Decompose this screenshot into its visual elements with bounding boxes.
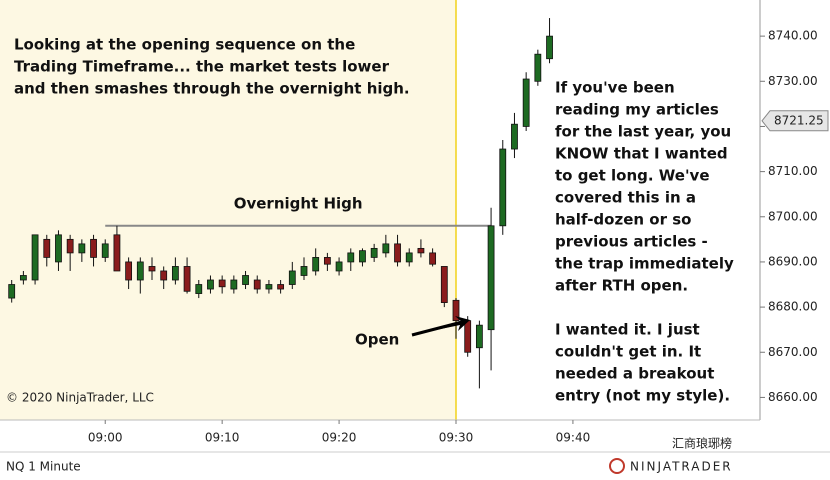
candle-body [417, 247, 425, 254]
candle-body [323, 257, 331, 265]
candle-body [452, 299, 460, 322]
y-tick-label: 8740.00 [768, 29, 818, 43]
candle-body [148, 266, 156, 272]
candle-body [394, 243, 401, 263]
last-price-label: 8721.25 [774, 113, 824, 127]
candle-body [218, 279, 226, 288]
copyright: © 2020 NinjaTrader, LLC [6, 391, 154, 405]
candle-body [359, 250, 366, 263]
annotation-line: after RTH open. [555, 277, 688, 295]
annotation-line: Trading Timeframe... the market tests lo… [14, 58, 390, 76]
annotation-line: covered this in a [555, 189, 696, 207]
y-tick-label: 8660.00 [768, 390, 818, 404]
x-tick-label: 09:40 [556, 431, 591, 445]
instrument: NQ 1 Minute [6, 460, 81, 474]
candle-body [90, 238, 97, 258]
candle-body [253, 279, 261, 290]
candle-body [300, 266, 308, 276]
annotation-line: If you've been [555, 79, 675, 97]
candle-body [242, 275, 249, 285]
candle-body [534, 53, 542, 82]
candle-body [429, 252, 437, 265]
y-tick-label: 8730.00 [768, 74, 818, 88]
candle-body [382, 243, 390, 254]
annotation-line: half-dozen or so [555, 211, 691, 229]
logo: NINJATRADER [630, 460, 733, 474]
candle-body [265, 284, 273, 290]
annotation-line: couldn't get in. It [555, 343, 701, 361]
session-layer [0, 0, 457, 420]
pre-session-area [0, 0, 456, 420]
candle-body [207, 279, 214, 290]
logo-icon [609, 458, 625, 474]
candle-body [55, 234, 62, 263]
candle-body [440, 266, 448, 303]
x-tick-label: 09:20 [322, 431, 357, 445]
annotations: Overnight High Looking at the opening seq… [14, 36, 734, 405]
y-tick-label: 8680.00 [768, 300, 818, 314]
candle-body [511, 123, 518, 150]
candle-body [288, 270, 296, 285]
x-tick-label: 09:30 [439, 431, 474, 445]
candle-body [230, 279, 238, 290]
annotation-line: to get long. We've [555, 167, 710, 185]
candle-body [66, 238, 74, 254]
y-tick-label: 8710.00 [768, 164, 818, 178]
candle-body [464, 320, 472, 353]
candle-body [101, 243, 109, 258]
last-price-marker [761, 110, 829, 132]
y-tick-label: 8690.00 [768, 254, 818, 268]
annotation-line: KNOW that I wanted [555, 145, 728, 163]
open-label: Open [355, 331, 399, 349]
annotation-line: entry (not my style). [555, 387, 730, 405]
x-tick-label: 09:00 [88, 431, 123, 445]
candle-body [195, 284, 203, 294]
overnight-high-label: Overnight High [234, 194, 363, 212]
candle-body [183, 266, 191, 292]
candle-body [522, 78, 530, 127]
candle-body [405, 252, 413, 263]
candle-body [19, 275, 27, 281]
candle-body [8, 284, 16, 299]
candle-body [487, 225, 495, 331]
annotation-line: needed a breakout [555, 365, 714, 383]
x-tick-label: 09:10 [205, 431, 240, 445]
candle-body [113, 234, 121, 272]
y-tick-label: 8670.00 [768, 345, 818, 359]
annotation-line: for the last year, you [555, 123, 731, 141]
annotation-line: and then smashes through the overnight h… [14, 80, 410, 98]
candle-body [335, 261, 343, 272]
candle-body [136, 261, 144, 281]
candle-body [546, 35, 553, 60]
watermark: 汇商琅琊榜 [672, 436, 732, 451]
y-tick-label: 8700.00 [768, 209, 818, 223]
candle-body [499, 148, 507, 227]
candle-body [125, 261, 133, 281]
candle-body [312, 257, 320, 272]
candle-body [370, 247, 378, 258]
candle-body [475, 324, 483, 349]
candle-body [78, 243, 86, 254]
annotation-line: previous articles - [555, 233, 708, 251]
open-arrow [411, 320, 463, 337]
candle-body [160, 270, 168, 281]
candle-body [277, 284, 285, 290]
marks-layer [8, 18, 553, 389]
candle-body [43, 238, 51, 258]
annotation-line: I wanted it. I just [555, 321, 700, 339]
candle-body [31, 234, 39, 281]
annotation-line: reading my articles [555, 101, 719, 119]
annotation-line: the trap immediately [555, 255, 734, 273]
annotation-line: Looking at the opening sequence on the [14, 36, 355, 54]
candle-body [171, 266, 179, 281]
candle-body [347, 252, 355, 263]
